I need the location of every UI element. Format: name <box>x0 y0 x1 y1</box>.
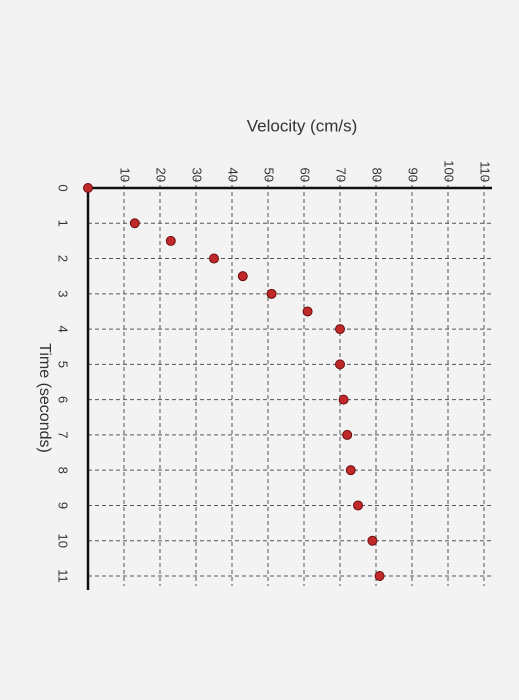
y-tick-label: 70 <box>334 168 349 182</box>
point <box>335 324 345 335</box>
point <box>266 288 277 299</box>
x-tick-label: 3 <box>56 290 71 297</box>
y-tick-label: 10 <box>118 168 133 182</box>
y-tick-label: 100 <box>442 160 457 182</box>
x-tick-label: 4 <box>56 325 71 332</box>
y-tick-label: 20 <box>154 168 169 182</box>
x-tick-label: 5 <box>56 361 71 368</box>
x-tick-label: 7 <box>56 431 71 438</box>
x-tick-label: 11 <box>56 569 71 583</box>
y-tick-label: 30 <box>190 168 205 182</box>
point <box>367 535 378 546</box>
x-tick-label: 10 <box>56 533 71 547</box>
y-axis-title: Velocity (cm/s) <box>247 116 358 135</box>
point <box>335 359 345 370</box>
x-tick-label: 8 <box>56 467 71 474</box>
x-tick-label: 0 <box>56 184 71 191</box>
point <box>83 183 93 193</box>
point <box>165 235 176 246</box>
y-tick-label: 110 <box>478 161 493 182</box>
x-tick-label: 2 <box>56 255 71 262</box>
point <box>129 218 140 229</box>
point <box>345 465 356 476</box>
y-tick-label: 50 <box>262 168 277 182</box>
y-tick-label: 90 <box>406 168 421 182</box>
point <box>302 306 313 317</box>
y-tick-label: 60 <box>298 168 313 182</box>
point <box>342 429 353 440</box>
x-tick-label: 9 <box>56 502 71 509</box>
x-axis-title: Time (seconds) <box>36 343 53 453</box>
point <box>209 253 219 264</box>
y-tick-label: 40 <box>226 168 241 182</box>
point <box>353 500 363 511</box>
x-tick-label: 6 <box>56 396 71 403</box>
point <box>374 571 385 581</box>
point <box>338 394 349 405</box>
point <box>237 271 248 282</box>
x-tick-label: 1 <box>56 220 71 227</box>
y-tick-label: 80 <box>370 168 385 182</box>
